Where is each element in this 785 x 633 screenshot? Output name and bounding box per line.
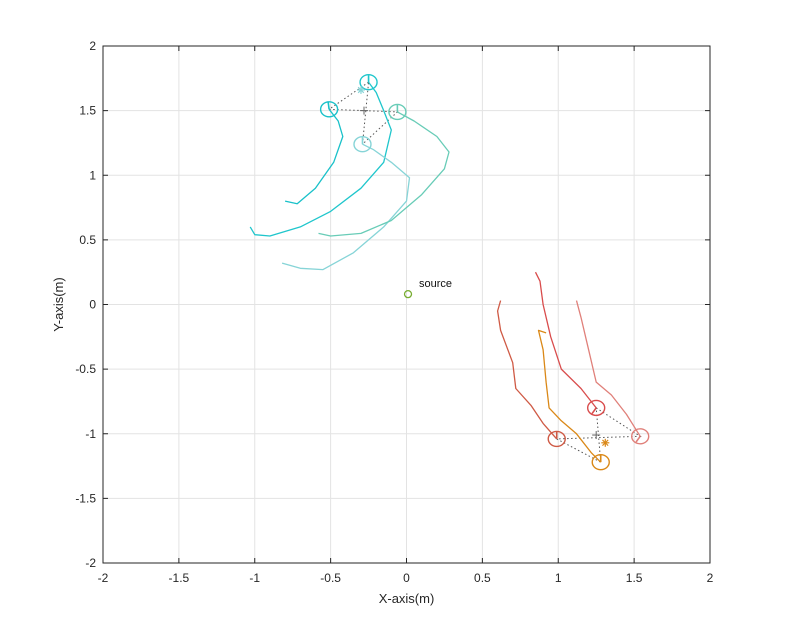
- robot-2-trajectory: [284, 108, 344, 205]
- axis-ticks: -2 -1.5 -1 -0.5 0 0.5 1 1.5 2 -2 -1.5 -1 -0.5 0 0.5 1 1.…: [75, 39, 713, 585]
- robot-1-marker: [359, 73, 378, 91]
- y-tick-label: -1.5: [75, 491, 96, 505]
- x-tick-label: -1.5: [169, 571, 190, 585]
- x-tick-label: -1: [249, 571, 260, 585]
- y-tick-label: 0.5: [79, 233, 96, 247]
- x-tick-label: 0.5: [474, 571, 491, 585]
- robot-3-marker: [353, 136, 372, 153]
- robot-2-heading: [327, 102, 330, 110]
- x-tick-label: 1: [555, 571, 562, 585]
- robot-3-trajectory: [537, 329, 602, 463]
- robot-1-marker: [586, 399, 606, 417]
- y-tick-label: -1: [85, 427, 96, 441]
- x-tick-label: 0: [403, 571, 410, 585]
- robot-1-trajectory: [249, 81, 392, 237]
- robot-4-trajectory: [318, 111, 450, 237]
- y-tick-label: 2: [89, 39, 96, 53]
- y-tick-label: -2: [85, 556, 96, 570]
- y-tick-label: 0: [89, 298, 96, 312]
- source-label: source: [419, 278, 452, 290]
- target-star-marker: [357, 86, 365, 94]
- data-layer: [249, 73, 650, 471]
- y-tick-label: 1: [89, 168, 96, 182]
- robot-group-2: [496, 271, 650, 471]
- robot-3-trajectory: [281, 143, 411, 271]
- x-tick-label: 1.5: [626, 571, 643, 585]
- x-axis-label: X-axis(m): [379, 591, 435, 606]
- robot-2-heading: [635, 435, 641, 443]
- robot-1-trajectory: [534, 271, 597, 409]
- y-tick-label: 1.5: [79, 104, 96, 118]
- robot-3-marker: [591, 453, 610, 471]
- x-tick-label: -2: [98, 571, 109, 585]
- robot-2-marker: [630, 428, 650, 445]
- robot-4-marker: [388, 103, 407, 121]
- robot-4-marker: [547, 430, 566, 448]
- robot-1-heading: [591, 407, 597, 415]
- robot-2-marker: [319, 101, 339, 118]
- robot-4-trajectory: [496, 300, 558, 440]
- robot-2-trajectory: [575, 300, 641, 437]
- robot-group-1: [249, 73, 450, 271]
- y-axis-label: Y-axis(m): [51, 277, 66, 331]
- x-tick-label: 2: [707, 571, 714, 585]
- target-star-marker: [602, 439, 609, 447]
- y-tick-label: -0.5: [75, 362, 96, 376]
- source-marker: [403, 290, 413, 299]
- x-tick-label: -0.5: [320, 571, 341, 585]
- grid-lines: [102, 45, 711, 564]
